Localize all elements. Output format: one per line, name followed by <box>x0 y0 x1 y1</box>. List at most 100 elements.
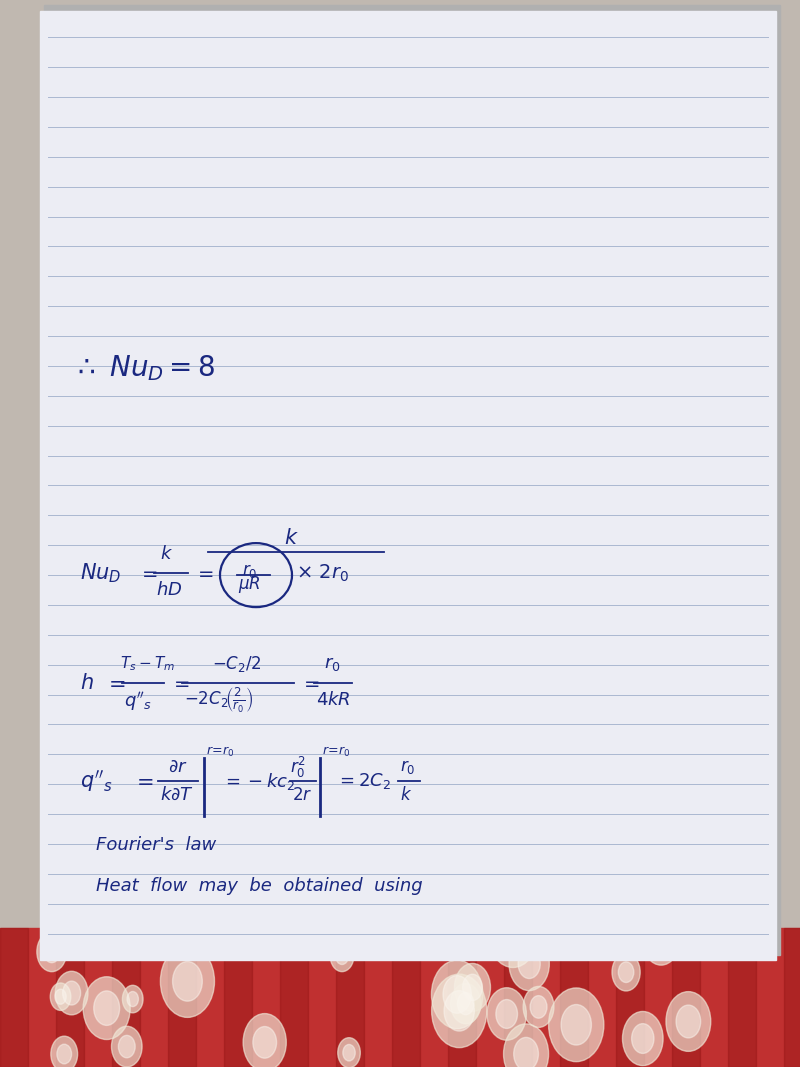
Text: $= -kc_2$: $= -kc_2$ <box>222 770 296 792</box>
Text: $r\!=\!r_0$: $r\!=\!r_0$ <box>206 745 234 760</box>
Circle shape <box>122 985 143 1013</box>
Circle shape <box>127 991 138 1006</box>
Text: $h$: $h$ <box>80 673 94 692</box>
Circle shape <box>499 917 526 953</box>
Bar <box>448 928 476 1067</box>
Circle shape <box>432 974 486 1048</box>
Circle shape <box>549 988 604 1062</box>
Bar <box>40 11 776 960</box>
Circle shape <box>530 996 547 1018</box>
Circle shape <box>666 991 710 1051</box>
Circle shape <box>632 1023 654 1053</box>
Circle shape <box>94 991 120 1025</box>
Circle shape <box>514 1037 538 1067</box>
Text: $r_0^2$: $r_0^2$ <box>290 754 306 780</box>
Text: $=$: $=$ <box>104 673 126 692</box>
Circle shape <box>343 1045 355 1061</box>
Circle shape <box>335 947 349 965</box>
Circle shape <box>111 1026 142 1067</box>
Circle shape <box>43 941 60 962</box>
Text: Heat  flow  may  be  obtained  using: Heat flow may be obtained using <box>96 877 422 894</box>
Bar <box>616 928 644 1067</box>
Circle shape <box>642 917 679 966</box>
Text: $r_0$: $r_0$ <box>400 759 415 776</box>
Text: $T_s - T_m$: $T_s - T_m$ <box>120 654 175 673</box>
Text: $=$: $=$ <box>300 673 320 692</box>
Circle shape <box>55 989 66 1004</box>
Bar <box>672 928 700 1067</box>
Circle shape <box>462 974 482 1001</box>
Bar <box>168 928 196 1067</box>
Circle shape <box>253 1026 277 1058</box>
Bar <box>784 928 800 1067</box>
Circle shape <box>487 988 526 1040</box>
Text: $r_0$: $r_0$ <box>324 655 341 672</box>
Circle shape <box>454 964 490 1012</box>
Circle shape <box>50 983 71 1010</box>
Text: $\mu R$: $\mu R$ <box>238 574 261 595</box>
Circle shape <box>518 949 540 978</box>
Text: Fourier's  law: Fourier's law <box>96 837 216 854</box>
Circle shape <box>622 1012 663 1066</box>
Text: $=$: $=$ <box>170 673 190 692</box>
Bar <box>728 928 756 1067</box>
Bar <box>336 928 364 1067</box>
Circle shape <box>618 961 634 983</box>
Text: $\times \ 2r_0$: $\times \ 2r_0$ <box>296 562 349 584</box>
Text: $k$: $k$ <box>284 528 298 547</box>
Circle shape <box>444 990 474 1031</box>
Circle shape <box>450 984 481 1024</box>
Circle shape <box>161 945 214 1018</box>
Text: $Nu_D$: $Nu_D$ <box>80 561 122 585</box>
Circle shape <box>83 976 130 1039</box>
Text: $2r$: $2r$ <box>292 786 312 803</box>
Bar <box>504 928 532 1067</box>
Circle shape <box>338 1038 360 1067</box>
Text: $k\partial T$: $k\partial T$ <box>160 786 194 803</box>
Text: $= 2C_2$: $= 2C_2$ <box>336 771 391 791</box>
Text: $4kR$: $4kR$ <box>316 691 350 708</box>
Bar <box>0 928 800 1067</box>
Bar <box>0 928 28 1067</box>
Circle shape <box>676 1005 701 1038</box>
Bar <box>44 5 780 955</box>
Bar <box>280 928 308 1067</box>
Text: $r\!=\!r_0$: $r\!=\!r_0$ <box>322 745 350 760</box>
Circle shape <box>496 1000 518 1029</box>
Bar <box>224 928 252 1067</box>
Text: $=$: $=$ <box>138 563 158 583</box>
Text: $\partial r$: $\partial r$ <box>168 759 188 776</box>
Circle shape <box>651 927 671 954</box>
Bar <box>56 928 84 1067</box>
Circle shape <box>62 981 81 1005</box>
Bar <box>392 928 420 1067</box>
Circle shape <box>458 992 474 1015</box>
Circle shape <box>173 961 202 1001</box>
Circle shape <box>523 986 554 1028</box>
Text: $k$: $k$ <box>160 545 173 562</box>
Circle shape <box>243 1014 286 1067</box>
Text: $-2C_2\!\left(\frac{2}{r_0}\right)$: $-2C_2\!\left(\frac{2}{r_0}\right)$ <box>184 685 253 715</box>
Circle shape <box>55 971 88 1015</box>
Bar <box>112 928 140 1067</box>
Circle shape <box>612 954 640 991</box>
Bar <box>560 928 588 1067</box>
Text: $=$: $=$ <box>194 563 214 583</box>
Circle shape <box>57 1045 71 1064</box>
Circle shape <box>37 931 66 972</box>
Text: $q''_s$: $q''_s$ <box>124 689 152 713</box>
Text: $r_0$: $r_0$ <box>242 562 258 579</box>
Circle shape <box>443 975 471 1014</box>
Circle shape <box>118 1035 135 1057</box>
Circle shape <box>503 1024 549 1067</box>
Circle shape <box>509 937 550 990</box>
Circle shape <box>561 1004 591 1045</box>
Text: $\therefore \ Nu_D = 8$: $\therefore \ Nu_D = 8$ <box>72 353 215 383</box>
Text: $k$: $k$ <box>400 786 412 803</box>
Circle shape <box>330 940 354 972</box>
Text: $=$: $=$ <box>132 771 154 791</box>
Text: $-C_2/2$: $-C_2/2$ <box>212 654 262 673</box>
Circle shape <box>51 1036 78 1067</box>
Text: $hD$: $hD$ <box>156 582 182 599</box>
Circle shape <box>488 902 538 968</box>
